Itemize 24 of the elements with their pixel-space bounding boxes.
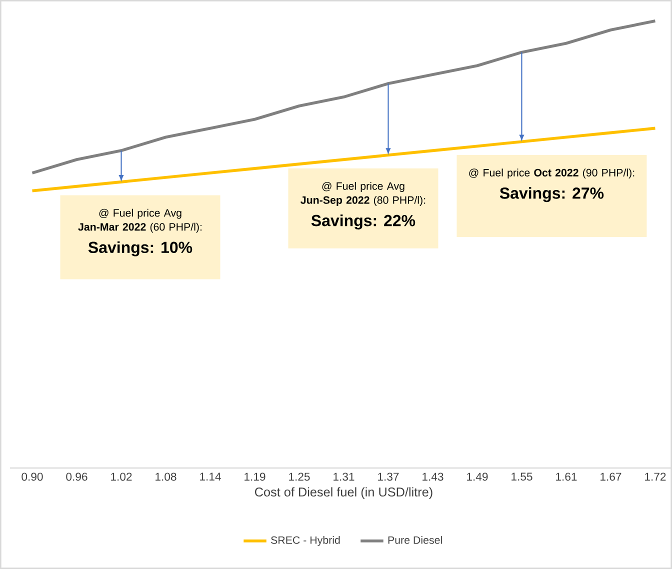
x-tick-label: 0.96	[66, 472, 88, 481]
x-tick-label: 1.25	[289, 472, 310, 481]
annotation: Savings: 10%	[88, 241, 192, 256]
x-tick-label: 1.55	[512, 472, 532, 481]
x-tick-label: 1.67	[600, 472, 622, 481]
x-tick-label: 1.14	[200, 472, 221, 481]
x-tick-label: 1.61	[556, 472, 577, 481]
x-tick-label: 1.08	[156, 472, 176, 481]
x-tick-label: 1.31	[334, 472, 354, 481]
annotation: Savings: 27%	[500, 187, 604, 202]
x-tick-label: 1.49	[467, 472, 488, 481]
x-tick-label: 1.02	[111, 472, 132, 481]
x-tick-label: 1.19	[244, 472, 266, 481]
legend-label: SREC - Hybrid	[271, 536, 340, 546]
x-tick-label: 0.90	[22, 472, 43, 481]
annotation: Savings: 22%	[311, 214, 416, 230]
annotation: @ Fuel price Oct 2022 (90 PHP/l):	[469, 168, 634, 179]
x-tick-label: 1.37	[378, 472, 399, 481]
annotation: @ Fuel price Avg Jan-Mar 2022 (60 PHP/l):	[78, 208, 202, 233]
x-axis-title: Cost of Diesel fuel (in USD/litre)	[254, 487, 432, 500]
x-tick-label: 1.72	[645, 472, 666, 481]
legend-label: Pure Diesel	[388, 536, 442, 544]
x-tick-label: 1.43	[422, 472, 444, 481]
annotation: @ Fuel price Avg Jun-Sep 2022 (80 PHP/l):	[300, 182, 426, 206]
